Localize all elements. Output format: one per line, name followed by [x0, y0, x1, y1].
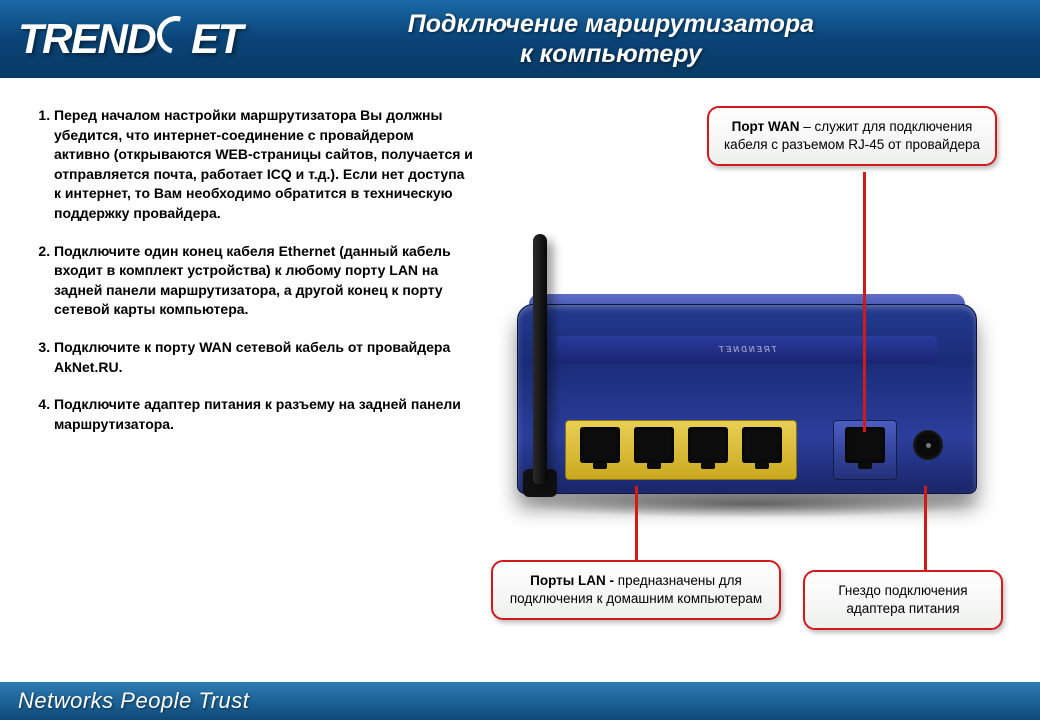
step-3: Подключите к порту WAN сетевой кабель от…: [54, 338, 473, 377]
callout-wan-bold: Порт WAN: [732, 119, 800, 134]
lan-port-bay: [565, 420, 797, 480]
header-bar: TRENDET Подключение маршрутизатора к ком…: [0, 0, 1040, 78]
lan-port-1: [580, 427, 620, 463]
footer-bar: Networks People Trust: [0, 682, 1040, 720]
step-1: Перед началом настройки маршрутизатора В…: [54, 106, 473, 224]
logo-swirl-icon: [150, 9, 202, 61]
lan-line: [635, 486, 638, 560]
wan-line: [863, 172, 866, 432]
router-brand-strip: TRENDNET: [557, 336, 937, 364]
content-area: Перед началом настройки маршрутизатора В…: [0, 78, 1040, 668]
wan-port: [845, 427, 885, 463]
title-line-1: Подключение маршрутизатора: [242, 9, 980, 39]
callout-power: Гнездо подключения адаптера питания: [803, 570, 1003, 630]
device-shadow: [517, 490, 987, 518]
router-device: TRENDNET: [477, 244, 1007, 514]
lan-port-2: [634, 427, 674, 463]
lan-port-4: [742, 427, 782, 463]
callout-power-text: Гнездо подключения адаптера питания: [838, 583, 967, 616]
page-title: Подключение маршрутизатора к компьютеру: [242, 9, 1040, 69]
lan-port-3: [688, 427, 728, 463]
diagram-area: Порт WAN – служит для подключения кабеля…: [473, 106, 1020, 658]
footer-tagline: Networks People Trust: [18, 688, 249, 713]
instruction-list: Перед началом настройки маршрутизатора В…: [28, 106, 473, 658]
antenna-icon: [533, 234, 547, 484]
callout-lan-bold: Порты LAN -: [530, 573, 618, 588]
power-line: [924, 486, 927, 570]
callout-lan: Порты LAN - предназначены для подключени…: [491, 560, 781, 620]
brand-logo: TRENDET: [18, 15, 242, 63]
callout-wan: Порт WAN – служит для подключения кабеля…: [707, 106, 997, 166]
power-jack-icon: [913, 430, 943, 460]
step-4: Подключите адаптер питания к разъему на …: [54, 395, 473, 434]
step-2: Подключите один конец кабеля Ethernet (д…: [54, 242, 473, 320]
title-line-2: к компьютеру: [242, 39, 980, 69]
